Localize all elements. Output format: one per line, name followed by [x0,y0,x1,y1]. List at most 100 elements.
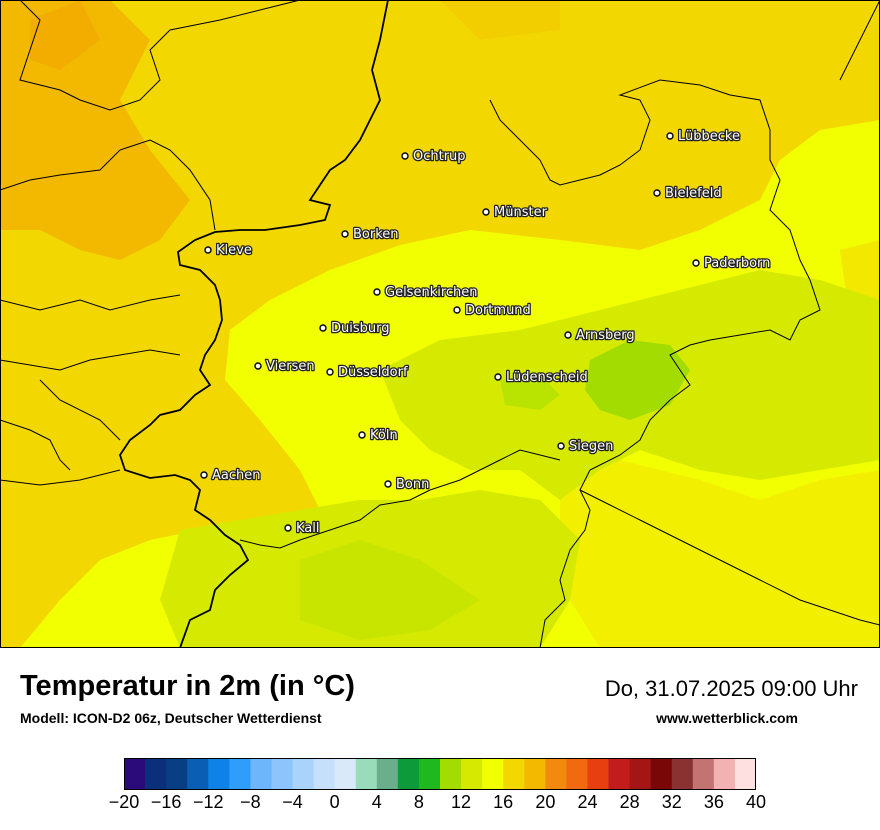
colorbar-swatch [397,758,420,790]
city-markers: Lübbecke Ochtrup Bielefeld Münster Borke… [200,128,772,537]
city-dot [564,331,572,339]
city-dot [319,324,327,332]
city-label: Paderborn [704,256,770,271]
city-label: Lüdenscheid [506,370,588,385]
city-aachen: Aachen [200,467,262,484]
city-koeln: Köln [358,427,399,444]
colorbar-tick-label: 8 [413,792,424,812]
city-dot [204,246,212,254]
city-luebbecke: Lübbecke [666,128,741,145]
colorbar-swatch [650,758,673,790]
city-duesseldorf: Düsseldorf [326,364,409,381]
city-label: Duisburg [331,321,390,336]
colorbar-swatch [629,758,652,790]
colorbar-tick-label: −20 [108,792,140,812]
city-dot [653,189,661,197]
city-muenster: Münster [482,204,549,221]
colorbar-swatch [418,758,441,790]
colorbar-swatch [124,758,146,790]
colorbar-tick-label: −16 [150,792,182,812]
city-luedenscheid: Lüdenscheid [494,369,589,386]
colorbar-tick-label: 20 [535,792,556,812]
colorbar-swatch [692,758,715,790]
colorbar-tick-label: 32 [661,792,682,812]
city-dot [373,288,381,296]
city-dot [401,152,409,160]
colorbar-swatch [376,758,399,790]
colorbar-swatch [313,758,336,790]
city-arnsberg: Arnsberg [564,327,636,344]
colorbar-ticks: −20 −16 −12 −8 −4 0 4 8 12 16 20 24 28 32 36 40 [0,792,880,822]
city-label: Köln [370,428,398,443]
map-footer: Temperatur in 2m (in °C) Modell: ICON-D2… [0,648,880,830]
temperature-map: Lübbecke Ochtrup Bielefeld Münster Borke… [0,0,880,648]
temperature-colorbar [124,758,756,790]
colorbar-swatch [166,758,188,790]
city-label: Borken [353,227,399,242]
city-label: Viersen [266,359,315,374]
model-subtitle: Modell: ICON-D2 06z, Deutscher Wetterdie… [20,710,322,726]
colorbar-tick-label: 40 [745,792,767,812]
city-dot [326,368,334,376]
colorbar-swatch [713,758,736,790]
city-dortmund: Dortmund [453,302,532,319]
city-bonn: Bonn [384,476,431,493]
city-kall: Kall [284,520,321,537]
city-label: Arnsberg [576,328,635,343]
city-dot [200,471,208,479]
colorbar-swatch [566,758,588,790]
colorbar-swatch [734,758,756,790]
colorbar-swatch [461,758,483,790]
city-duisburg: Duisburg [319,320,391,337]
city-label: Dortmund [465,303,531,318]
country-borders [119,0,389,648]
colorbar-swatch [187,758,209,790]
city-label: Bonn [396,477,429,492]
colorbar-swatch [208,758,230,790]
colorbar-swatch [440,758,462,790]
colorbar-swatch [250,758,272,790]
city-dot [692,259,700,267]
map-title: Temperatur in 2m (in °C) [20,670,355,702]
colorbar-swatch [145,758,167,790]
map-canvas: Lübbecke Ochtrup Bielefeld Münster Borke… [0,0,880,648]
city-dot [453,306,461,314]
city-borken: Borken [341,226,400,243]
colorbar-swatch [355,758,378,790]
colorbar-swatch [271,758,294,790]
city-label: Siegen [569,439,613,454]
colorbar-swatch [503,758,525,790]
city-dot [494,373,502,381]
colorbar-swatch [482,758,504,790]
city-viersen: Viersen [254,358,316,375]
website-label: www.wetterblick.com [656,710,798,726]
city-ochtrup: Ochtrup [401,148,467,165]
city-dot [666,132,674,140]
city-label: Ochtrup [413,149,466,164]
temperature-field-coolest [500,340,690,420]
colorbar-tick-label: 0 [329,792,340,812]
city-label: Düsseldorf [338,365,408,380]
city-dot [557,442,565,450]
state-borders [0,0,880,648]
temperature-field-warmest [0,0,560,260]
city-label: Bielefeld [665,186,722,201]
city-dot [341,230,349,238]
colorbar-swatch [545,758,567,790]
city-siegen: Siegen [557,438,615,455]
colorbar-frame [124,758,756,790]
city-bielefeld: Bielefeld [653,185,723,202]
colorbar-tick-label: 16 [493,792,514,812]
city-gelsenkirchen: Gelsenkirchen [373,284,479,301]
city-kleve: Kleve [204,242,253,259]
colorbar-swatch [608,758,631,790]
city-dot [284,524,292,532]
colorbar-tick-label: 28 [619,792,640,812]
city-dot [384,480,392,488]
colorbar-swatch [334,758,357,790]
forecast-datetime: Do, 31.07.2025 09:00 Uhr [604,676,858,701]
city-label: Aachen [212,468,260,483]
colorbar-swatch [671,758,694,790]
colorbar-swatch [524,758,546,790]
city-dot [358,431,366,439]
